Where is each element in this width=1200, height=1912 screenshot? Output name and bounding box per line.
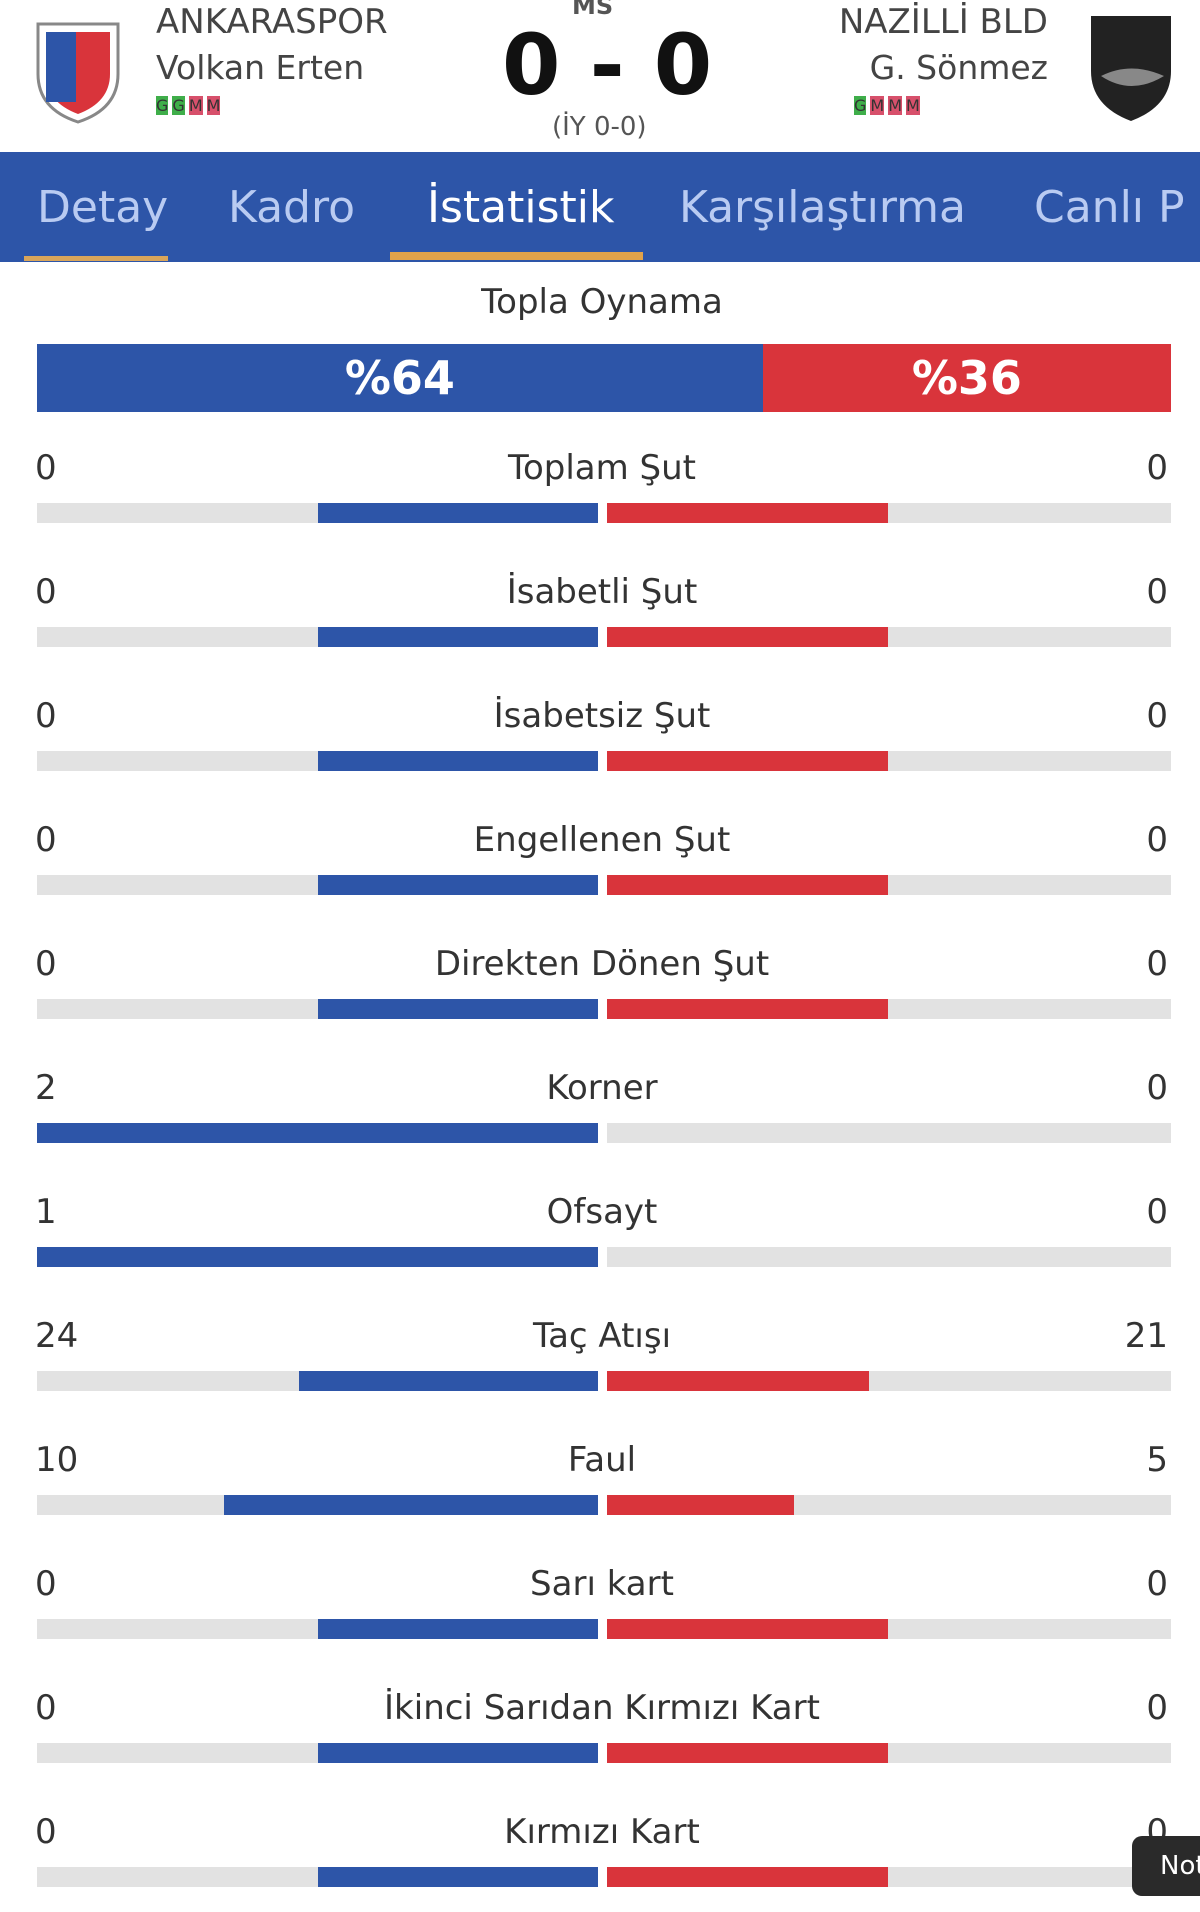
away-value: 0	[1146, 448, 1168, 488]
away-bar	[607, 1619, 888, 1639]
stat-label: Korner	[546, 1068, 658, 1108]
away-value: 5	[1146, 1440, 1168, 1480]
home-bar	[317, 751, 598, 771]
form-badge: M	[870, 96, 885, 115]
stat-label: Direkten Dönen Şut	[434, 944, 770, 984]
form-badge: M	[206, 96, 221, 115]
away-value: 21	[1124, 1316, 1168, 1356]
away-logo	[1091, 16, 1171, 121]
stat-label: Kırmızı Kart	[504, 1812, 700, 1852]
home-value: 0	[35, 1564, 57, 1604]
home-coach: Volkan Erten	[156, 48, 365, 87]
home-bar	[317, 627, 598, 647]
away-value: 0	[1146, 1068, 1168, 1108]
score: 0 - 0	[502, 16, 713, 114]
track	[607, 1247, 1171, 1267]
home-bar	[317, 1743, 598, 1763]
not-button[interactable]: Not	[1132, 1836, 1200, 1896]
home-bar	[298, 1371, 598, 1391]
home-bar	[37, 1247, 598, 1267]
home-bar	[317, 1867, 598, 1887]
away-bar	[607, 999, 888, 1019]
away-bar	[607, 875, 888, 895]
home-possession-bar: %64	[37, 344, 763, 412]
tab-indicator	[24, 256, 168, 261]
stat-label: Toplam Şut	[507, 448, 697, 488]
stat-label: İkinci Sarıdan Kırmızı Kart	[384, 1688, 820, 1728]
home-bar	[37, 1123, 598, 1143]
stat-label: Faul	[567, 1440, 637, 1480]
away-team: NAZİLLİ BLD	[838, 2, 1048, 42]
stat-label: Engellenen Şut	[473, 820, 731, 860]
home-value: 1	[35, 1192, 57, 1232]
stat-label: Ofsayt	[546, 1192, 658, 1232]
home-bar	[317, 503, 598, 523]
tab[interactable]: Karşılaştırma	[679, 182, 967, 233]
tab-bar: Detay Kadro İstatistik Karşılaştırma Canlı P	[0, 152, 1200, 262]
away-bar	[607, 751, 888, 771]
track	[607, 1123, 1171, 1143]
home-value: 0	[35, 448, 57, 488]
away-value: 0	[1146, 1688, 1168, 1728]
away-bar	[607, 1743, 888, 1763]
away-bar	[607, 1371, 869, 1391]
home-value: 0	[35, 1688, 57, 1728]
tab[interactable]: İstatistik	[427, 182, 615, 233]
home-bar	[224, 1495, 598, 1515]
tab[interactable]: Canlı P	[1034, 182, 1185, 233]
form-badge: G	[172, 96, 185, 115]
away-value: 0	[1146, 944, 1168, 984]
away-value: 0	[1146, 696, 1168, 736]
home-value: 0	[35, 572, 57, 612]
home-team: ANKARASPOR	[156, 2, 388, 42]
form-badge: G	[854, 96, 867, 115]
home-value: 2	[35, 1068, 57, 1108]
away-bar	[607, 1867, 888, 1887]
stat-label: Taç Atışı	[532, 1316, 672, 1356]
away-possession-bar: %36	[762, 344, 1171, 412]
away-value: 0	[1146, 1192, 1168, 1232]
possession-label: %64	[344, 351, 455, 405]
home-bar	[317, 875, 598, 895]
home-value: 0	[35, 696, 57, 736]
home-value: 10	[35, 1440, 79, 1480]
home-value: 0	[35, 820, 57, 860]
home-logo	[36, 22, 120, 124]
form-badge: M	[906, 96, 920, 115]
tab[interactable]: Detay	[37, 182, 169, 233]
home-value: 0	[35, 1812, 57, 1852]
half-time: (İY 0-0)	[552, 112, 647, 142]
home-value: 24	[35, 1316, 79, 1356]
away-value: 0	[1146, 572, 1168, 612]
home-bar	[317, 999, 598, 1019]
stat-label: İsabetli Şut	[506, 572, 698, 612]
form-badge: G	[156, 96, 169, 115]
away-bar	[607, 627, 888, 647]
away-value: 0	[1146, 820, 1168, 860]
away-coach: G. Sönmez	[869, 48, 1048, 87]
away-value: 0	[1146, 1564, 1168, 1604]
form-badge: M	[188, 96, 203, 115]
tab[interactable]: Kadro	[228, 182, 356, 233]
match-status: MS	[572, 0, 614, 20]
home-bar	[317, 1619, 598, 1639]
home-value: 0	[35, 944, 57, 984]
possession-label: %36	[911, 351, 1022, 405]
away-bar	[607, 503, 888, 523]
stat-label: Sarı kart	[530, 1564, 674, 1604]
stat-label: İsabetsiz Şut	[493, 696, 711, 736]
away-bar	[607, 1495, 794, 1515]
active-tab-indicator	[390, 252, 643, 260]
form-badge: M	[888, 96, 903, 115]
stat-label: Topla Oynama	[481, 282, 723, 322]
